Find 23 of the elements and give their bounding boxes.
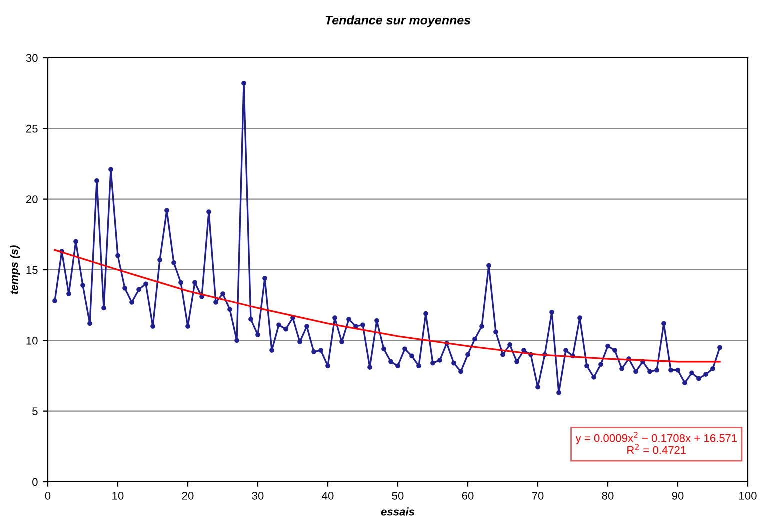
y-tick-label: 10 xyxy=(26,336,38,345)
x-tick-label: 40 xyxy=(322,492,334,500)
x-tick-label: 60 xyxy=(462,492,474,500)
y-tick-label: 5 xyxy=(32,408,38,416)
y-tick-label: 25 xyxy=(26,124,38,133)
line-series xyxy=(54,249,721,363)
x-tick-label: 10 xyxy=(112,492,124,500)
x-tick-label: 30 xyxy=(252,492,264,500)
chart-title: Tendance sur moyennes xyxy=(326,16,471,28)
y-axis-title: temps (s) xyxy=(10,246,20,294)
y-tick-label: 15 xyxy=(26,266,38,274)
y-tick-label: 0 xyxy=(32,478,38,486)
x-tick-label: 100 xyxy=(740,492,757,500)
x-tick-label: 80 xyxy=(602,492,614,500)
y-tick-label: 20 xyxy=(26,196,38,204)
x-tick-label: 70 xyxy=(532,492,544,500)
x-tick-label: 50 xyxy=(392,492,404,500)
x-tick-label: 20 xyxy=(182,492,194,500)
x-tick-label: 90 xyxy=(672,492,684,500)
x-axis-title: essais xyxy=(381,508,415,516)
annotation: y = 0.0009x$^{2}$ − 0.1708x + 16.571 R$^{2}$ = 0.4721 xyxy=(576,432,737,454)
y-tick-label: 30 xyxy=(26,54,38,62)
x-tick-label: 0 xyxy=(45,492,51,500)
